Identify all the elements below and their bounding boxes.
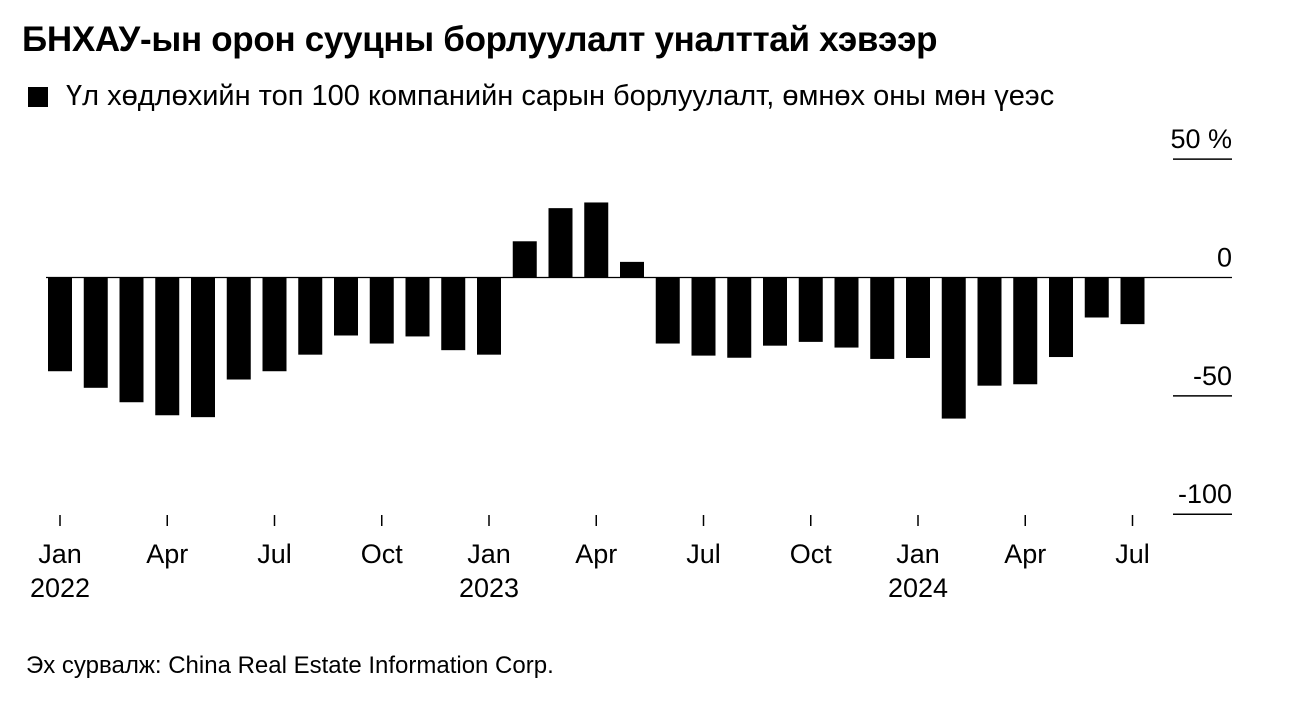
bar <box>1120 277 1145 325</box>
bar <box>262 277 287 372</box>
bar <box>691 277 716 356</box>
bar <box>48 277 72 372</box>
x-tick-year-label: 2022 <box>30 573 90 603</box>
x-tick-year-label: 2024 <box>888 573 948 603</box>
x-tick-label: Jan <box>467 539 511 569</box>
y-tick-label: -50 <box>1193 361 1232 391</box>
bar <box>1049 277 1073 358</box>
bar <box>226 277 251 380</box>
bar <box>870 277 895 359</box>
y-tick-label: 50 % <box>1170 124 1232 154</box>
bar <box>584 202 609 278</box>
bar <box>548 208 573 278</box>
bar <box>369 277 394 344</box>
bar <box>620 261 644 278</box>
bar <box>1084 277 1109 318</box>
x-tick-label: Jan <box>896 539 940 569</box>
bar <box>191 277 215 418</box>
bar <box>941 277 966 419</box>
bar <box>727 277 752 358</box>
bar <box>334 277 358 336</box>
x-tick-label: Oct <box>790 539 833 569</box>
bar <box>906 277 930 358</box>
bar <box>119 277 144 403</box>
legend: Үл хөдлөхийн топ 100 компанийн сарын бор… <box>28 80 1054 113</box>
bar <box>512 241 537 278</box>
bar <box>763 277 787 346</box>
x-tick-label: Apr <box>1004 539 1046 569</box>
bar <box>1013 277 1038 385</box>
y-tick-label: -100 <box>1178 479 1232 509</box>
bar <box>477 277 501 355</box>
x-tick-label: Jul <box>257 539 292 569</box>
chart-subtitle: Үл хөдлөхийн топ 100 компанийн сарын бор… <box>66 80 1055 112</box>
x-tick-label: Apr <box>575 539 617 569</box>
bar <box>405 277 430 337</box>
bar <box>155 277 180 416</box>
x-tick-year-label: 2023 <box>459 573 519 603</box>
x-tick-label: Jul <box>1115 539 1150 569</box>
source-note: Эх сурвалж: China Real Estate Informatio… <box>26 652 554 679</box>
bar <box>834 277 859 348</box>
x-tick-label: Jan <box>38 539 82 569</box>
bar <box>977 277 1002 386</box>
x-tick-label: Jul <box>686 539 721 569</box>
chart-title: БНХАУ-ын орон сууцны борлуулалт уналттай… <box>22 20 938 59</box>
bar-chart: 50 % 0 -50 -100 Jan 2022 Apr Jul Oct Jan 2023 Apr Ju… <box>30 124 1232 603</box>
bar <box>298 277 323 355</box>
legend-swatch <box>28 86 48 107</box>
bar <box>655 277 680 344</box>
y-tick-label: 0 <box>1217 243 1232 273</box>
bar <box>83 277 108 388</box>
bar <box>441 277 466 351</box>
bar <box>798 277 823 342</box>
x-tick-label: Oct <box>361 539 404 569</box>
x-tick-label: Apr <box>146 539 188 569</box>
